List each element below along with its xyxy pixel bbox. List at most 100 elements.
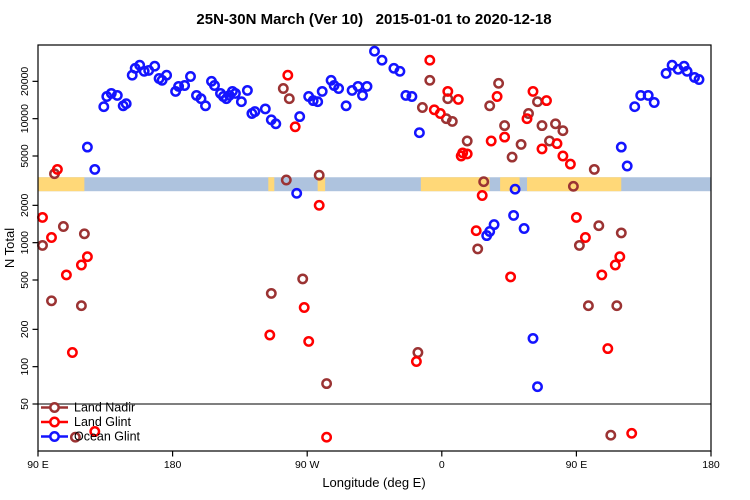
data-point [493,77,505,89]
legend-label: Ocean Glint [74,430,141,444]
y-tick-label: 200 [19,320,31,338]
legend-marker [49,416,60,428]
data-point [615,227,627,239]
data-point [470,225,482,237]
data-point [209,80,220,91]
data-point [75,300,87,312]
data-point [461,148,473,160]
data-point [596,269,608,281]
legend-item-land-glint: Land Glint [41,415,132,429]
data-point [478,176,490,188]
data-point [455,150,467,162]
data-point [98,101,110,113]
data-point [361,80,373,92]
data-point [111,89,123,101]
data-point [508,209,520,221]
data-point [394,65,406,77]
data-point [521,113,533,125]
data-point [605,429,617,441]
data-point [89,426,101,437]
data-point [481,230,493,242]
data-point [78,228,90,240]
data-point [573,239,585,251]
data-point [681,65,693,77]
data-point [57,221,69,232]
data-point [434,108,446,119]
data-point [105,87,117,99]
y-tick-label: 10000 [19,104,31,133]
data-point [66,347,78,358]
land-band-segment [527,177,622,192]
data-point [570,211,582,223]
data-point [161,69,173,81]
land-band-segment [268,177,275,192]
data-point [249,106,261,118]
series-ocean-glint [81,45,705,393]
y-tick-label: 50 [19,398,31,410]
x-tick-label: 180 [702,459,720,471]
legend-label: Land Glint [74,415,132,429]
x-tick-label: 180 [164,459,182,471]
data-point [298,302,310,313]
data-point [424,74,436,86]
data-point [614,251,626,263]
x-tick-label: 90 E [566,459,588,471]
data-point [313,169,325,181]
data-point [259,103,271,115]
data-point [446,115,458,127]
data-point [611,300,623,312]
data-point [37,239,48,251]
data-point [484,100,496,112]
data-point [46,295,57,307]
data-point [505,271,517,283]
data-point [270,118,282,130]
data-point [283,93,295,105]
data-point [491,91,503,102]
data-point [291,187,303,199]
data-point [357,89,368,101]
data-point [506,151,518,163]
data-point [264,329,276,341]
data-point [660,67,672,79]
data-point [615,141,627,153]
y-tick-label: 5000 [19,144,31,168]
data-point [532,96,543,108]
legend-item-ocean-glint: Ocean Glint [41,430,141,444]
y-tick-label: 100 [19,358,31,376]
data-point [173,80,185,92]
y-tick-label: 1000 [19,231,31,255]
data-point [120,98,132,110]
data-point [333,83,345,94]
data-point [81,251,93,263]
land-band-segment [500,177,520,192]
data-point [282,69,294,81]
data-point [369,45,380,57]
data-point [75,259,87,271]
plot-area: 90 E 180 90 W 0 90 E 180 20000 10000 5000 2000 100… [19,44,720,471]
data-point [461,135,473,147]
data-point [46,232,57,243]
data-point [621,160,633,172]
data-point [442,85,454,97]
data-point [564,158,576,170]
data-point [60,269,72,281]
data-point [316,85,328,97]
data-point [51,163,63,175]
series-land-nadir [37,74,627,443]
data-point [609,259,621,271]
x-tick-label: 90 E [27,459,49,471]
y-tick-label: 2000 [19,194,31,218]
data-point [312,96,324,108]
data-point [536,120,548,132]
data-point [294,111,306,123]
data-point [602,343,614,355]
data-point [527,85,539,97]
data-point [518,223,530,234]
data-point [588,163,600,175]
data-point [452,93,464,105]
data-point [37,211,48,223]
data-point [89,163,101,175]
data-point [693,74,705,85]
